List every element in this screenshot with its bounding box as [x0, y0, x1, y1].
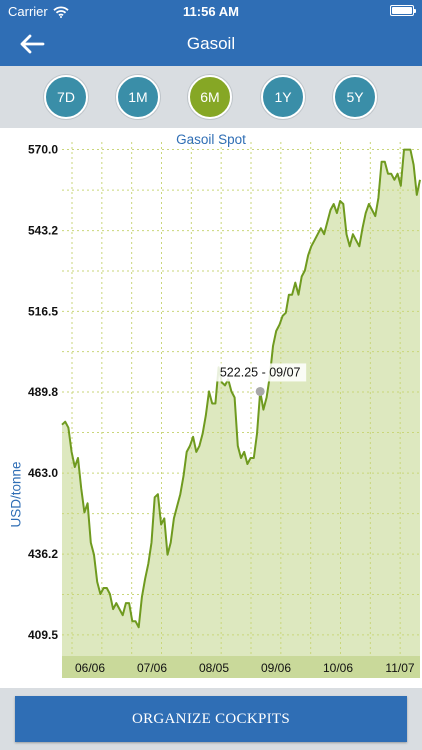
battery-level [392, 7, 412, 14]
period-button-6m[interactable]: 6M [188, 75, 232, 119]
y-tick-label: 570.0 [28, 143, 58, 157]
organize-cockpits-button[interactable]: ORGANIZE COCKPITS [15, 696, 407, 742]
tooltip-box [216, 363, 307, 382]
header: Carrier 11:56 AM Gasoil [0, 0, 422, 66]
y-tick-label: 409.5 [28, 628, 58, 642]
x-tick-label: 07/06 [137, 661, 167, 675]
wifi-icon [53, 5, 69, 18]
nav-bar: Gasoil [0, 22, 422, 66]
page-title: Gasoil [186, 34, 236, 53]
y-tick-label: 516.5 [28, 304, 58, 318]
tooltip-label: 522.25 - 09/07 [220, 365, 301, 379]
y-tick-label: 463.0 [28, 466, 58, 480]
x-tick-label: 10/06 [323, 661, 353, 675]
area-fill [62, 149, 420, 656]
period-button-7d[interactable]: 7D [44, 75, 88, 119]
back-button[interactable] [14, 30, 50, 58]
period-button-1y[interactable]: 1Y [261, 75, 305, 119]
tooltip-marker [255, 386, 265, 396]
carrier-indicator: Carrier [8, 4, 69, 19]
status-time: 11:56 AM [183, 4, 239, 19]
x-axis-band [62, 656, 420, 678]
carrier-label: Carrier [8, 4, 48, 19]
chart-area: 570.0 543.2 516.5 489.8 463.0 436.2 409.5 06/06… [0, 128, 422, 688]
series-line [61, 148, 421, 629]
chart-title: Gasoil Spot [176, 132, 246, 147]
y-axis-label: USD/tonne [8, 461, 24, 528]
period-selector: 7D 1M 6M 1Y 5Y [0, 66, 422, 128]
y-tick-label: 489.8 [28, 385, 58, 399]
y-tick-label: 543.2 [28, 224, 58, 238]
x-tick-label: 09/06 [261, 661, 291, 675]
period-button-5y[interactable]: 5Y [333, 75, 377, 119]
battery-icon [390, 5, 416, 16]
x-tick-label: 11/07 [385, 661, 414, 675]
bottom-bar: ORGANIZE COCKPITS [0, 688, 422, 750]
status-bar: Carrier 11:56 AM [0, 0, 422, 22]
x-tick-label: 08/05 [199, 661, 229, 675]
price-chart: 570.0 543.2 516.5 489.8 463.0 436.2 409.5 06/06… [28, 142, 421, 678]
period-button-1m[interactable]: 1M [116, 75, 160, 119]
back-arrow-icon [20, 34, 45, 54]
x-tick-label: 06/06 [75, 661, 105, 675]
y-tick-label: 436.2 [28, 547, 58, 561]
